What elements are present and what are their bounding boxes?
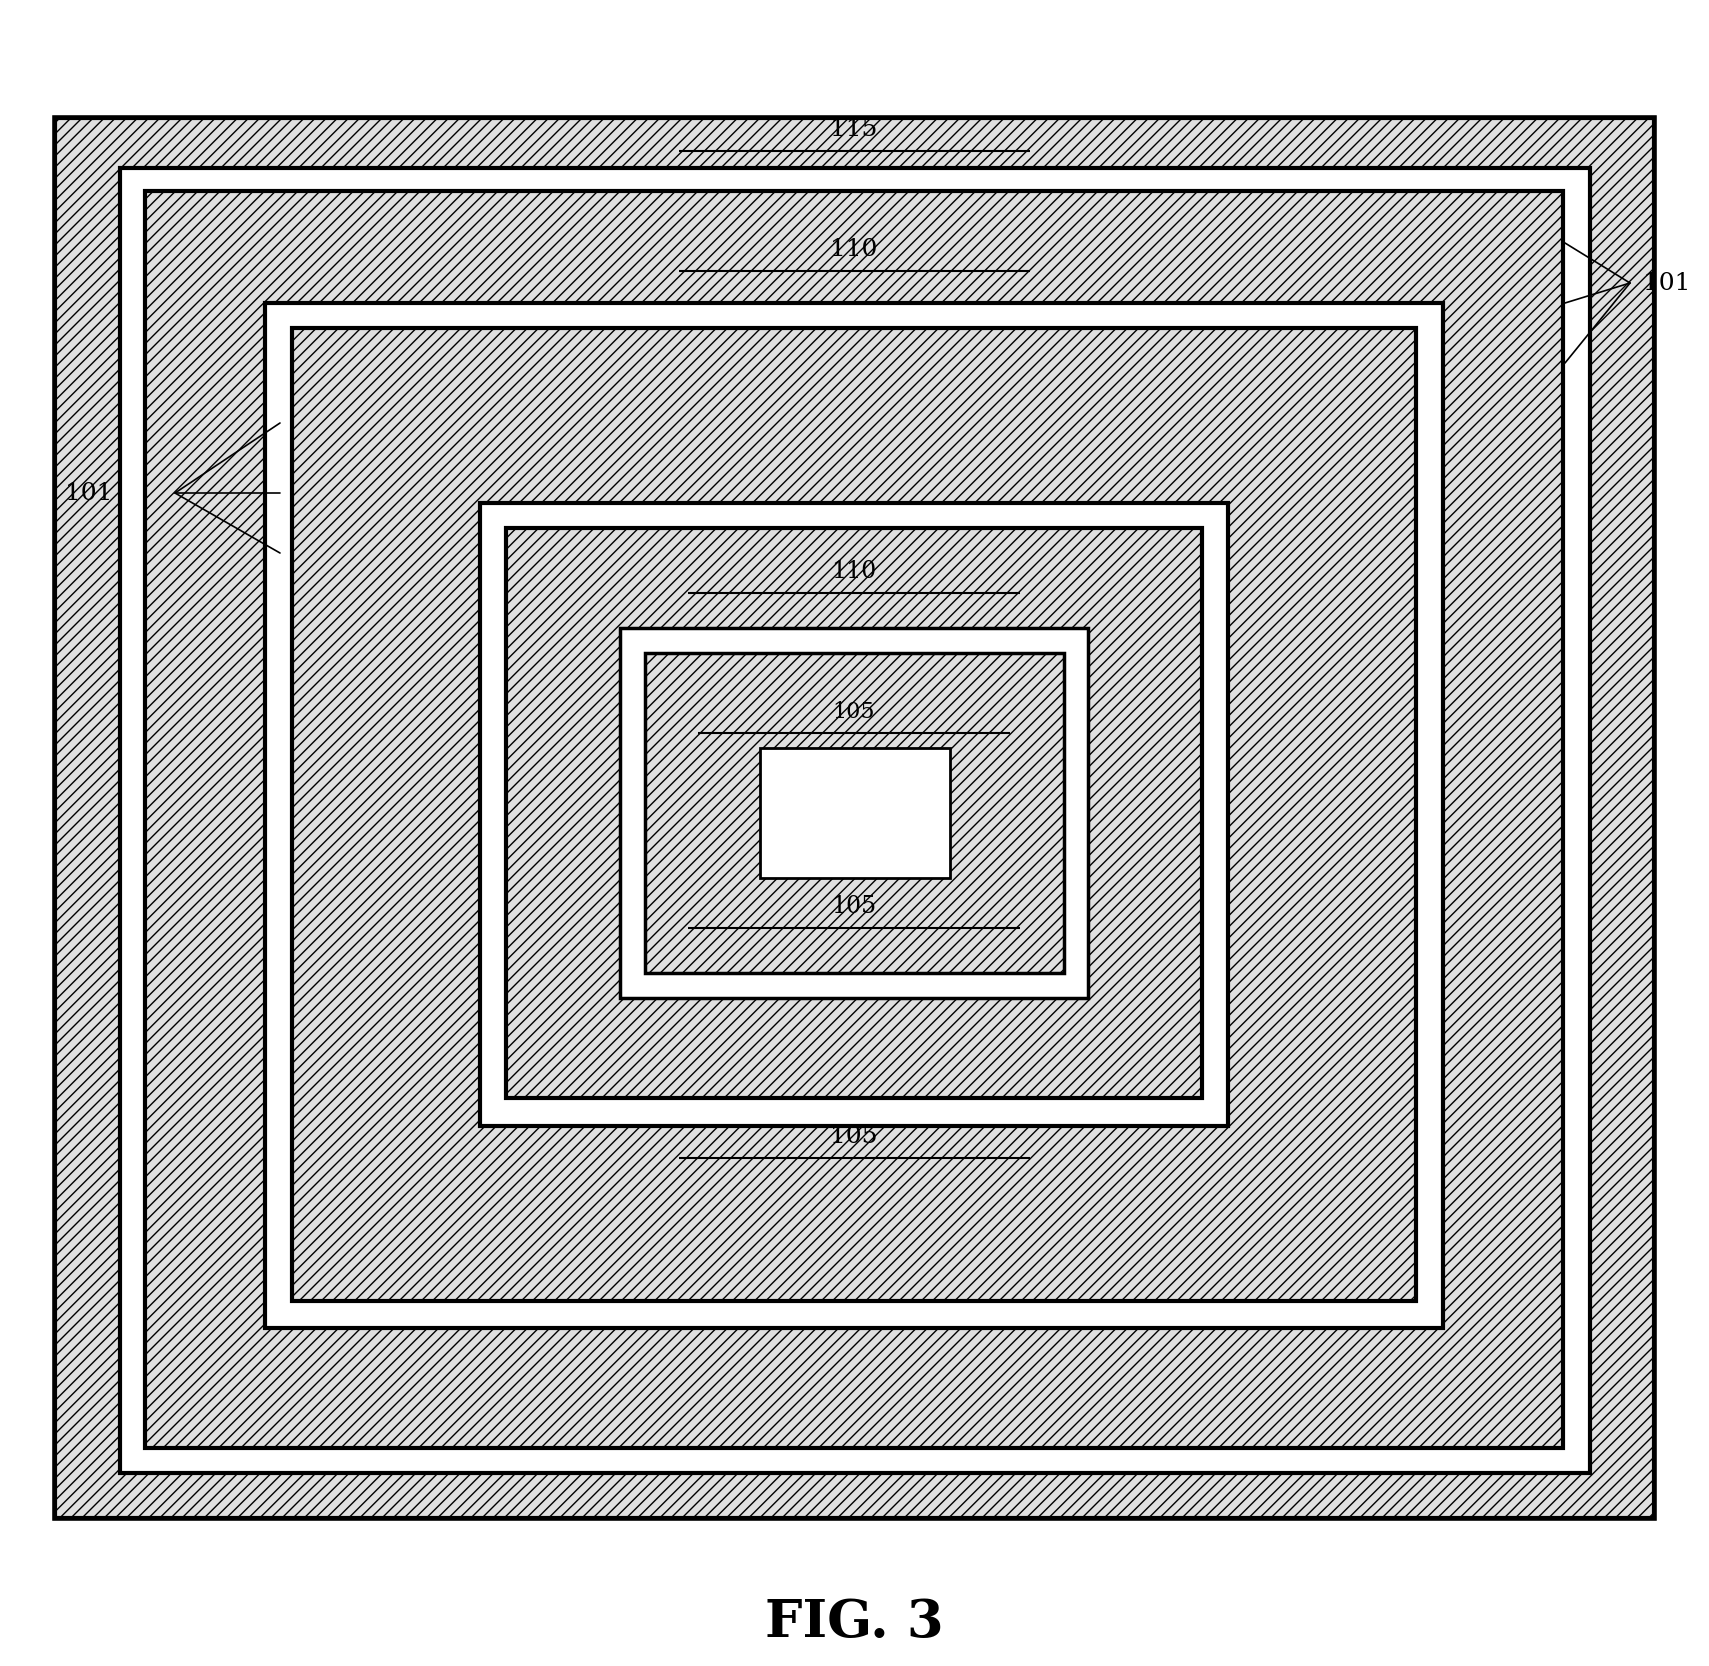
Bar: [292, 328, 1417, 1301]
Text: 110: 110: [831, 560, 877, 583]
Text: 110: 110: [831, 238, 878, 262]
Bar: [265, 303, 1442, 1328]
Text: FIG. 3: FIG. 3: [764, 1598, 943, 1648]
Text: 101: 101: [65, 481, 113, 505]
Bar: [761, 748, 950, 878]
Bar: [145, 192, 1564, 1448]
Bar: [480, 503, 1229, 1126]
Text: 101: 101: [1642, 272, 1690, 295]
Text: 105: 105: [831, 1125, 878, 1148]
Text: 105: 105: [832, 701, 875, 723]
Bar: [620, 628, 1089, 998]
Text: 105: 105: [832, 895, 877, 918]
Text: 115: 115: [831, 118, 878, 142]
Bar: [120, 168, 1589, 1473]
Bar: [506, 528, 1201, 1098]
Bar: [644, 653, 1065, 973]
